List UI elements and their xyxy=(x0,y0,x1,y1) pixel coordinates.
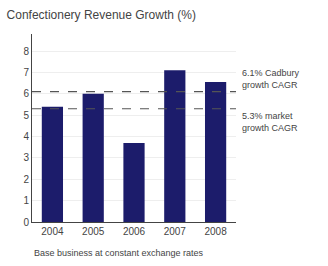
svg-text:2: 2 xyxy=(23,174,29,185)
svg-text:6.1% Cadburygrowth CAGR: 6.1% Cadburygrowth CAGR xyxy=(242,68,300,90)
svg-text:4: 4 xyxy=(23,131,29,142)
svg-text:3: 3 xyxy=(23,152,29,163)
svg-text:5: 5 xyxy=(23,110,29,121)
svg-text:6: 6 xyxy=(23,88,29,99)
svg-text:2008: 2008 xyxy=(204,226,227,237)
svg-text:1: 1 xyxy=(23,195,29,206)
svg-text:8: 8 xyxy=(23,46,29,57)
svg-text:Base business at constant exch: Base business at constant exchange rates xyxy=(34,248,204,258)
svg-text:7: 7 xyxy=(23,67,29,78)
svg-text:2007: 2007 xyxy=(164,226,187,237)
svg-text:2005: 2005 xyxy=(82,226,105,237)
svg-text:5.3% marketgrowth CAGR: 5.3% marketgrowth CAGR xyxy=(242,111,298,133)
svg-text:Confectionery Revenue Growth (: Confectionery Revenue Growth (%) xyxy=(7,8,196,22)
svg-text:2004: 2004 xyxy=(41,226,64,237)
svg-text:0: 0 xyxy=(23,217,29,228)
svg-text:2006: 2006 xyxy=(123,226,146,237)
